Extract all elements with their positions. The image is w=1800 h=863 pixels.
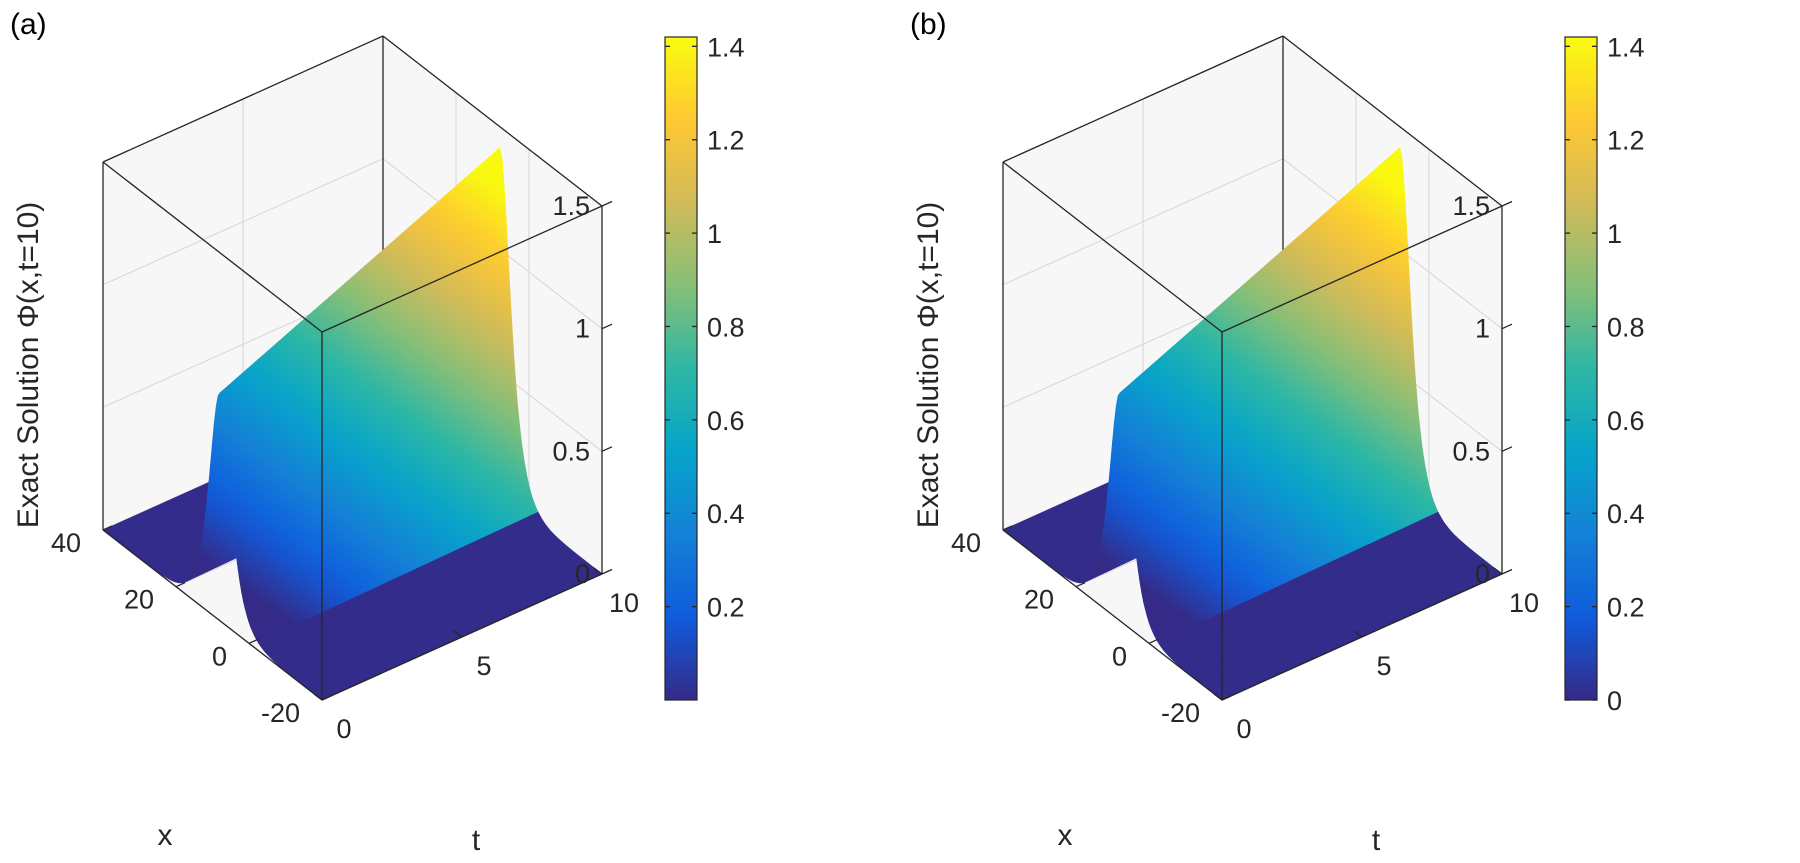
colorbar-tick-label: 0.4 (707, 499, 745, 529)
z-tick-mark (1501, 200, 1513, 207)
colorbar-tick-label: 1.2 (1607, 126, 1645, 156)
colorbar-frame (1564, 36, 1598, 701)
colorbar (665, 37, 697, 700)
axis-frame-edge (382, 35, 603, 207)
colorbar-tick-label: 1.4 (707, 32, 745, 62)
colorbar-tick-label: 0.2 (1607, 593, 1645, 623)
x-tick-mark (102, 525, 113, 531)
z-tick-mark (1501, 323, 1513, 330)
colorbar (1565, 37, 1597, 700)
z-tick-mark (601, 200, 613, 207)
colorbar-tick-label: 0.6 (1607, 406, 1645, 436)
axis-frame-edge (102, 161, 323, 333)
x-tick-mark (1148, 638, 1159, 644)
panel-a: 0 0.5 1 1.5 -20 0 20 40 0 5 10 x t Exact Solution Φ(x… (10, 8, 745, 857)
t-tick-label: 5 (1376, 651, 1391, 681)
axis-frame-edge (1002, 35, 1284, 163)
x-axis-label: x (1058, 819, 1073, 852)
axis-frame-edge (102, 35, 384, 163)
t-tick-mark (313, 693, 323, 701)
z-tick-label: 0.5 (1452, 436, 1490, 466)
x-axis-label: x (158, 819, 173, 852)
axis-frame-edge (321, 205, 603, 333)
x-tick-label: 40 (51, 528, 81, 558)
z-tick-label: 0 (1475, 559, 1490, 589)
t-tick-label: 10 (609, 588, 639, 618)
t-tick-mark (1353, 630, 1363, 638)
axis-frame-edge (1221, 205, 1503, 333)
x-tick-label: 40 (951, 528, 981, 558)
t-tick-label: 5 (476, 651, 491, 681)
z-tick-mark (1501, 446, 1513, 452)
x-tick-label: -20 (261, 698, 300, 728)
z-tick-label: 1 (1475, 314, 1490, 344)
x-tick-label: -20 (1161, 698, 1200, 728)
panel-b: 0 0.5 1 1.5 -20 0 20 40 0 5 10 x t Exact Solution Φ(x… (900, 0, 1800, 863)
colorbar-tick-label: 1 (707, 219, 722, 249)
colorbar-tick-label: 0.8 (1607, 312, 1645, 342)
t-tick-label: 0 (336, 714, 351, 744)
t-tick-mark (593, 567, 603, 575)
z-axis-label: Exact Solution Φ(x,t=10) (912, 202, 945, 529)
colorbar-tick-label: 0.6 (707, 406, 745, 436)
x-tick-label: 20 (1024, 585, 1054, 615)
t-tick-label: 0 (1236, 714, 1251, 744)
x-tick-label: 20 (124, 585, 154, 615)
z-tick-mark (601, 568, 613, 575)
z-tick-label: 1.5 (1452, 191, 1490, 221)
z-tick-label: 1.5 (552, 191, 590, 221)
t-tick-label: 10 (1509, 588, 1539, 618)
z-tick-label: 0.5 (552, 436, 590, 466)
colorbar-tick-label: 0.4 (1607, 499, 1645, 529)
t-axis-label: t (1372, 824, 1381, 857)
axis-frame-edge (102, 529, 323, 701)
z-tick-label: 0 (575, 559, 590, 589)
colorbar-tick-label: 1.2 (707, 126, 745, 156)
axis-frame-edge (1002, 161, 1223, 333)
colorbar-tick-label: 1.4 (1607, 32, 1645, 62)
colorbar-tick-label: 0 (1607, 686, 1622, 716)
axis-frame-edge (1282, 35, 1503, 207)
panel-label: (b) (910, 8, 947, 41)
z-tick-mark (601, 446, 613, 452)
t-axis-label: t (472, 824, 481, 857)
surface-chart-a: 0 0.5 1 1.5 -20 0 20 40 0 5 10 x t Exact Solution Φ(x… (10, 8, 745, 857)
x-tick-label: 0 (212, 641, 227, 671)
colorbar-frame (664, 36, 698, 701)
colorbar-tick-label: 0.8 (707, 312, 745, 342)
z-tick-mark (1501, 568, 1513, 575)
t-tick-mark (1493, 567, 1503, 575)
colorbar-tick-label: 0.2 (707, 593, 745, 623)
x-tick-mark (1002, 525, 1013, 531)
z-tick-mark (601, 323, 613, 330)
panel-label: (a) (10, 8, 47, 41)
x-tick-mark (321, 695, 332, 701)
x-tick-mark (248, 638, 259, 644)
axis-frame-edge (1002, 529, 1223, 701)
z-tick-label: 1 (575, 314, 590, 344)
t-tick-mark (1213, 693, 1223, 701)
x-tick-label: 0 (1112, 641, 1127, 671)
z-axis-label: Exact Solution Φ(x,t=10) (12, 202, 45, 529)
x-tick-mark (175, 582, 186, 588)
t-tick-mark (453, 630, 463, 638)
x-tick-mark (1221, 695, 1232, 701)
colorbar-tick-label: 1 (1607, 219, 1622, 249)
x-tick-mark (1075, 582, 1086, 588)
